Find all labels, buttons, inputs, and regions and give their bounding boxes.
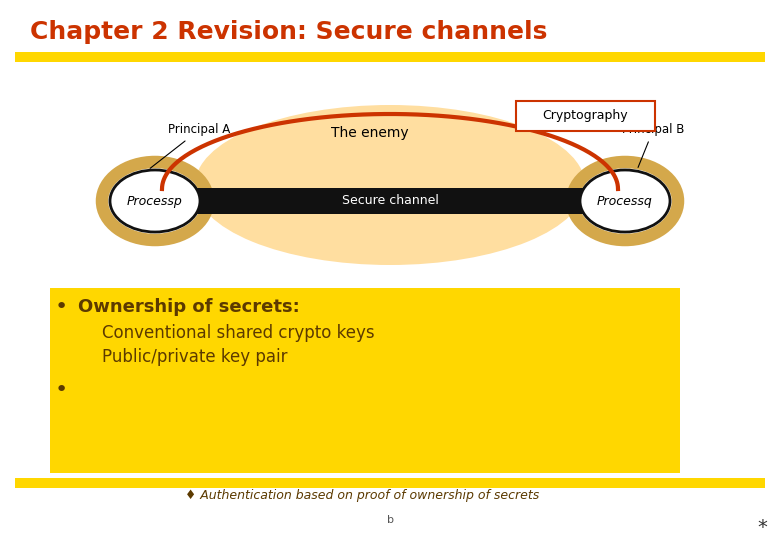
Text: *: * <box>757 518 767 537</box>
Text: Conventional shared crypto keys: Conventional shared crypto keys <box>102 324 374 342</box>
Text: Processp: Processp <box>127 194 183 207</box>
Text: ♦ Authentication based on proof of ownership of secrets: ♦ Authentication based on proof of owner… <box>185 489 539 502</box>
Ellipse shape <box>195 105 585 265</box>
Text: Ownership of secrets:: Ownership of secrets: <box>78 298 300 316</box>
Ellipse shape <box>110 170 200 232</box>
Text: •: • <box>55 297 69 317</box>
Text: Chapter 2 Revision: Secure channels: Chapter 2 Revision: Secure channels <box>30 20 548 44</box>
Text: Cryptography: Cryptography <box>542 110 628 123</box>
Text: b: b <box>387 515 393 525</box>
FancyBboxPatch shape <box>15 52 765 62</box>
FancyBboxPatch shape <box>15 478 765 488</box>
Ellipse shape <box>580 170 670 232</box>
Text: Principal A: Principal A <box>151 124 230 168</box>
Text: Processq: Processq <box>597 194 653 207</box>
FancyBboxPatch shape <box>516 101 655 131</box>
FancyBboxPatch shape <box>130 188 650 214</box>
Text: The enemy: The enemy <box>332 126 409 140</box>
Text: Principal B: Principal B <box>622 124 684 167</box>
Text: Public/private key pair: Public/private key pair <box>102 348 288 366</box>
Text: Secure channel: Secure channel <box>342 194 438 207</box>
FancyBboxPatch shape <box>50 288 680 473</box>
Text: •: • <box>55 380 69 400</box>
